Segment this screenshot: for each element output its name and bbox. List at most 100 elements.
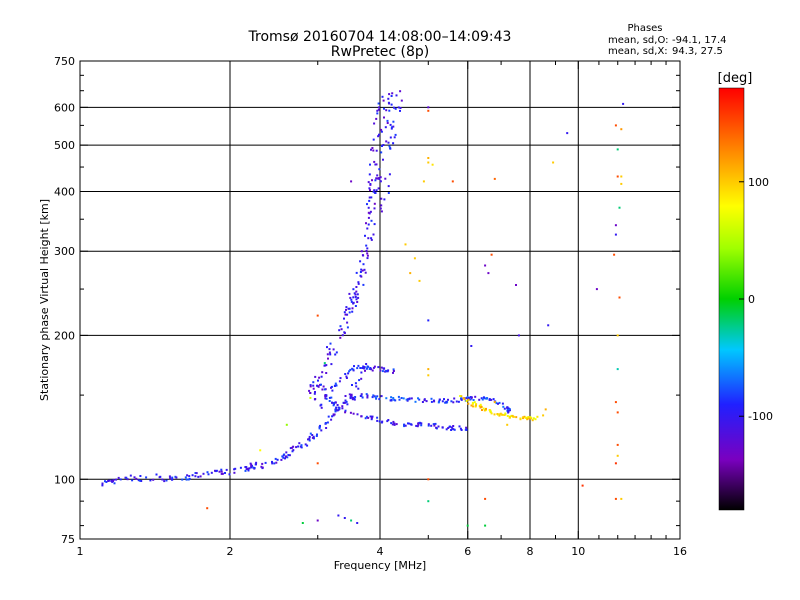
data-point (297, 445, 300, 448)
data-point (367, 223, 370, 226)
data-point (420, 422, 423, 425)
data-point (274, 457, 277, 460)
data-point (414, 400, 417, 403)
data-point (137, 479, 140, 482)
phases-o-values: -94.1, 17.4 (672, 35, 727, 46)
data-point (308, 437, 311, 440)
data-point (326, 421, 329, 424)
data-point (367, 416, 370, 419)
data-point (373, 202, 376, 205)
data-point (370, 238, 373, 241)
data-point (367, 216, 370, 219)
data-point (370, 418, 373, 421)
data-point (372, 190, 375, 193)
data-point (377, 135, 380, 138)
data-point (133, 476, 136, 479)
data-point (329, 342, 332, 345)
data-point (445, 428, 448, 431)
data-point (427, 157, 430, 159)
data-point (622, 102, 625, 105)
data-point (309, 392, 312, 394)
data-point (532, 417, 535, 420)
data-point (507, 407, 510, 410)
data-point (430, 424, 433, 427)
data-point (524, 416, 527, 419)
data-point (350, 394, 352, 397)
data-point (393, 422, 396, 425)
data-point (367, 237, 370, 240)
data-point (248, 467, 251, 470)
data-point (371, 147, 374, 149)
data-point (392, 420, 395, 423)
data-point (344, 399, 347, 402)
data-point (185, 478, 188, 481)
data-point (374, 163, 377, 166)
data-point (387, 419, 390, 421)
data-point (327, 357, 329, 360)
data-point (475, 404, 477, 407)
data-point (405, 398, 408, 401)
data-point (309, 432, 312, 435)
data-point (354, 296, 357, 298)
data-point (386, 119, 389, 122)
data-point (474, 395, 477, 398)
data-point (155, 473, 158, 476)
data-point (517, 334, 520, 337)
data-point (487, 272, 490, 275)
data-point (366, 396, 369, 399)
data-point (460, 395, 463, 398)
data-point (479, 406, 482, 409)
data-point (493, 177, 496, 180)
data-point (536, 415, 539, 418)
data-point (332, 348, 335, 351)
data-point (361, 396, 364, 399)
data-point (349, 368, 352, 371)
data-point (481, 398, 484, 401)
data-point (295, 446, 298, 449)
data-point (470, 396, 473, 399)
data-point (369, 163, 371, 166)
data-point (363, 268, 366, 271)
data-point (352, 368, 355, 371)
data-point (512, 415, 515, 418)
data-point (126, 478, 129, 481)
data-point (181, 478, 184, 481)
data-point (388, 102, 391, 105)
x-tick-label: 16 (673, 545, 687, 558)
data-point (335, 406, 338, 409)
data-point (385, 369, 388, 372)
data-point (552, 161, 555, 164)
data-point (368, 196, 371, 199)
data-point (367, 206, 370, 209)
data-point (616, 368, 619, 371)
data-point (261, 466, 264, 469)
data-point (371, 396, 374, 399)
data-point (301, 522, 304, 524)
data-point (485, 407, 487, 410)
data-point (383, 198, 386, 201)
data-point (387, 192, 390, 194)
x-tick-label: 6 (464, 545, 471, 558)
data-point (346, 403, 349, 406)
data-point (459, 395, 462, 397)
data-point (460, 397, 463, 400)
data-point (435, 426, 438, 429)
data-point (616, 443, 619, 446)
data-point (224, 472, 226, 474)
data-point (380, 210, 383, 213)
data-point (614, 124, 617, 127)
data-point (374, 396, 377, 398)
data-point (490, 412, 493, 415)
data-point (496, 413, 499, 415)
data-point (320, 406, 323, 409)
data-point (510, 414, 513, 417)
data-point (234, 467, 237, 470)
data-point (281, 455, 284, 458)
data-point (397, 106, 400, 109)
data-point (350, 180, 353, 183)
data-point (506, 423, 509, 426)
data-point (316, 519, 319, 522)
data-point (335, 384, 338, 387)
data-point (335, 351, 338, 354)
data-point (187, 478, 190, 481)
